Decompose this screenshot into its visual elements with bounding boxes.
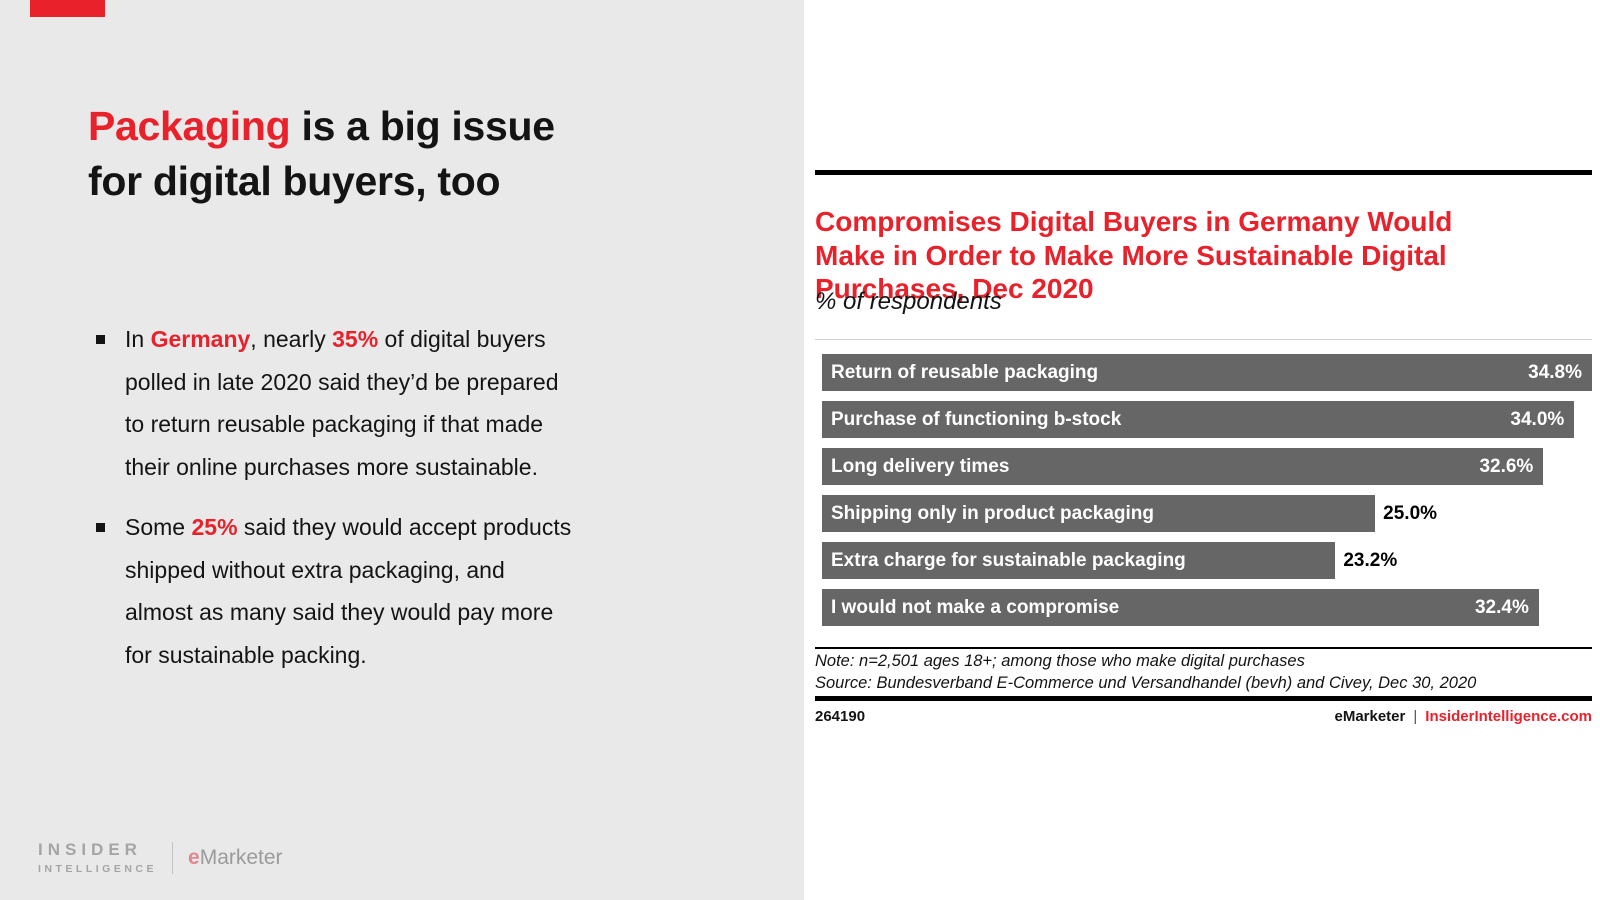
bullet-item: Some 25% said they would accept products…	[96, 506, 736, 676]
footer-separator: |	[1413, 708, 1418, 725]
left-panel: Packaging is a big issue for digital buy…	[0, 0, 804, 900]
bar-category-label: Shipping only in product packaging	[831, 502, 1154, 524]
emarketer-rest: Marketer	[199, 845, 283, 869]
bar-value-label: 32.6%	[1479, 455, 1534, 477]
chart-subtitle: % of respondents	[815, 288, 1002, 315]
bar-category-label: Return of reusable packaging	[831, 361, 1099, 383]
bar-value-label: 34.8%	[1528, 361, 1582, 383]
bar: I would not make a compromise 32.4%	[822, 589, 1539, 626]
bar: Shipping only in product packaging	[822, 495, 1376, 532]
bar: Return of reusable packaging 34.8%	[822, 354, 1592, 391]
text-segment: said they would accept products shipped …	[125, 514, 572, 668]
chart-footer: 264190 eMarketer | InsiderIntelligence.com	[815, 708, 1592, 725]
text-segment: of digital buyers polled in late 2020 sa…	[125, 326, 559, 480]
footer-emarketer: eMarketer	[1334, 708, 1406, 725]
bar-row: Shipping only in product packaging 25.0%	[822, 495, 1592, 532]
accent-tab	[30, 0, 105, 17]
chart-subtitle-divider	[815, 339, 1592, 340]
bar-row: I would not make a compromise 32.4%	[822, 589, 1592, 626]
bullet-square-icon	[96, 523, 105, 533]
bar-category-label: Long delivery times	[831, 455, 1010, 477]
bullet-text: In Germany, nearly 35% of digital buyers…	[125, 318, 559, 488]
text-segment: , nearly	[250, 326, 333, 352]
bar: Extra charge for sustainable packaging	[822, 542, 1336, 579]
bar-row: Purchase of functioning b-stock 34.0%	[822, 401, 1592, 438]
chart-footer-brand: eMarketer | InsiderIntelligence.com	[1334, 708, 1592, 725]
bar-value-label: 34.0%	[1510, 408, 1565, 430]
bar-value-label: 23.2%	[1343, 549, 1398, 571]
note-divider	[815, 647, 1592, 649]
text-segment: Some	[125, 514, 192, 541]
bar: Purchase of functioning b-stock 34.0%	[822, 401, 1575, 438]
text-segment: 25%	[191, 514, 238, 541]
logo-line-intelligence: INTELLIGENCE	[38, 863, 158, 875]
bar-chart: Return of reusable packaging 34.8% Purchas…	[822, 354, 1592, 636]
logo-line-insider: INSIDER	[38, 840, 142, 859]
bar-value-label: 32.4%	[1474, 596, 1529, 618]
bar: Long delivery times 32.6%	[822, 448, 1544, 485]
bar-category-label: Purchase of functioning b-stock	[831, 408, 1122, 430]
bar-category-label: Extra charge for sustainable packaging	[831, 549, 1186, 571]
text-segment: is a big issue for digital buyers, too	[88, 103, 555, 204]
bar-row: Extra charge for sustainable packaging 23…	[822, 542, 1592, 579]
bar-category-label: I would not make a compromise	[831, 596, 1120, 618]
insider-intelligence-wordmark: INSIDER INTELLIGENCE	[38, 840, 157, 875]
chart-title: Compromises Digital Buyers in Germany Wo…	[815, 206, 1453, 305]
chart-id: 264190	[815, 708, 866, 725]
chart-source: Source: Bundesverband E-Commerce und Ver…	[815, 674, 1477, 692]
slide-title: Packaging is a big issue for digital buy…	[88, 99, 738, 207]
bar-row: Return of reusable packaging 34.8%	[822, 354, 1592, 391]
emarketer-wordmark: eMarketer	[188, 846, 283, 870]
chart-bottom-rule	[815, 696, 1592, 701]
bar-value-label: 25.0%	[1383, 502, 1438, 524]
chart-wrap: Compromises Digital Buyers in Germany Wo…	[815, 0, 1592, 900]
bar-row: Long delivery times 32.6%	[822, 448, 1592, 485]
emarketer-e: e	[188, 845, 200, 869]
bullet-item: In Germany, nearly 35% of digital buyers…	[96, 318, 736, 488]
footer-site-url: InsiderIntelligence.com	[1425, 708, 1592, 725]
chart-note: Note: n=2,501 ages 18+; among those who …	[815, 652, 1305, 670]
bullet-square-icon	[96, 335, 105, 344]
chart-top-rule	[815, 170, 1592, 175]
chart-panel: Compromises Digital Buyers in Germany Wo…	[804, 0, 1600, 900]
insider-intelligence-emarketer-logo: INSIDER INTELLIGENCE eMarketer	[38, 840, 283, 875]
bullet-text: Some 25% said they would accept products…	[125, 506, 571, 676]
text-segment: 35%	[332, 326, 379, 352]
text-segment: Packaging	[88, 103, 291, 150]
text-segment: Germany	[150, 326, 251, 352]
text-segment: In	[125, 326, 151, 352]
logo-divider	[172, 841, 174, 874]
bullet-list: In Germany, nearly 35% of digital buyers…	[96, 318, 736, 694]
